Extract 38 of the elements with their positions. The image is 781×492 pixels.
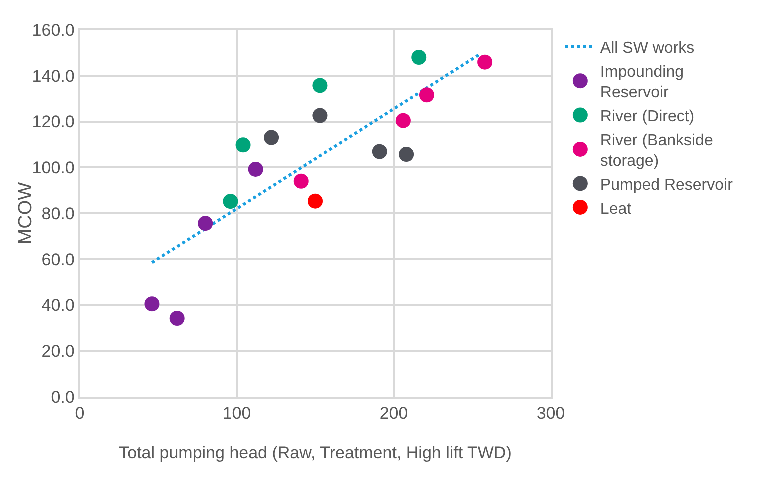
y-tick-label: 140.0 [32, 66, 75, 86]
point [419, 88, 434, 103]
x-tick-label: 100 [222, 404, 252, 424]
legend-label: Impounding Reservoir [600, 64, 684, 102]
point [396, 113, 411, 128]
legend-label: River (Direct) [600, 108, 695, 126]
point [478, 54, 493, 70]
y-tick-label: 20.0 [42, 342, 75, 362]
point [236, 138, 251, 153]
x-axis-title: Total pumping head (Raw, Treatment, High lift TWD) [119, 444, 512, 462]
x-tick-label: 300 [536, 404, 566, 424]
point [412, 50, 427, 66]
point [170, 311, 185, 326]
y-tick-label: 160.0 [32, 20, 75, 40]
legend-label: Pumped Reservoir [600, 176, 734, 194]
y-tick-label: 40.0 [42, 296, 75, 316]
point [372, 144, 388, 160]
point [248, 162, 264, 177]
point [198, 216, 214, 232]
y-tick-label: 100.0 [32, 158, 75, 178]
point [294, 174, 309, 189]
y-tick-label: 120.0 [32, 112, 75, 132]
point [223, 194, 238, 210]
legend-label: River (Bankside storage) [600, 132, 714, 170]
legend-label: Leat [600, 200, 632, 218]
point [312, 108, 328, 124]
point [308, 194, 323, 209]
point [264, 130, 280, 146]
legend-label: All SW works [600, 40, 695, 58]
point [312, 78, 328, 94]
y-axis-title: MCOW [16, 182, 36, 245]
x-tick-label: 0 [75, 404, 85, 424]
y-tick-label: 80.0 [42, 204, 75, 224]
y-tick-label: 60.0 [42, 250, 75, 270]
y-tick-label: 0.0 [51, 388, 75, 407]
x-tick-label: 200 [380, 404, 408, 424]
point [144, 296, 160, 312]
point [399, 147, 414, 162]
